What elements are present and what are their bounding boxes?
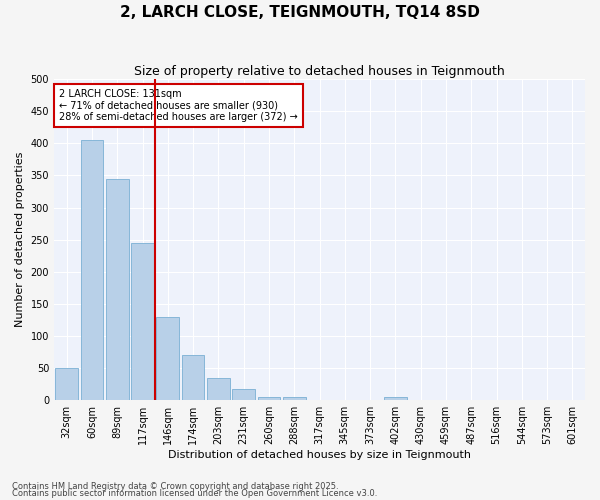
Y-axis label: Number of detached properties: Number of detached properties [15, 152, 25, 328]
Bar [207, 378, 230, 400]
Bar [157, 316, 179, 400]
Text: 2 LARCH CLOSE: 131sqm
← 71% of detached houses are smaller (930)
28% of semi-det: 2 LARCH CLOSE: 131sqm ← 71% of detached … [59, 89, 298, 122]
X-axis label: Distribution of detached houses by size in Teignmouth: Distribution of detached houses by size … [168, 450, 471, 460]
Bar [106, 178, 128, 400]
Bar [283, 397, 305, 400]
Bar [131, 243, 154, 400]
Text: 2, LARCH CLOSE, TEIGNMOUTH, TQ14 8SD: 2, LARCH CLOSE, TEIGNMOUTH, TQ14 8SD [120, 5, 480, 20]
Bar [232, 388, 255, 400]
Text: Contains HM Land Registry data © Crown copyright and database right 2025.: Contains HM Land Registry data © Crown c… [12, 482, 338, 491]
Text: Contains public sector information licensed under the Open Government Licence v3: Contains public sector information licen… [12, 490, 377, 498]
Bar [384, 397, 407, 400]
Bar [55, 368, 78, 400]
Title: Size of property relative to detached houses in Teignmouth: Size of property relative to detached ho… [134, 65, 505, 78]
Bar [257, 397, 280, 400]
Bar [182, 356, 205, 400]
Bar [80, 140, 103, 400]
